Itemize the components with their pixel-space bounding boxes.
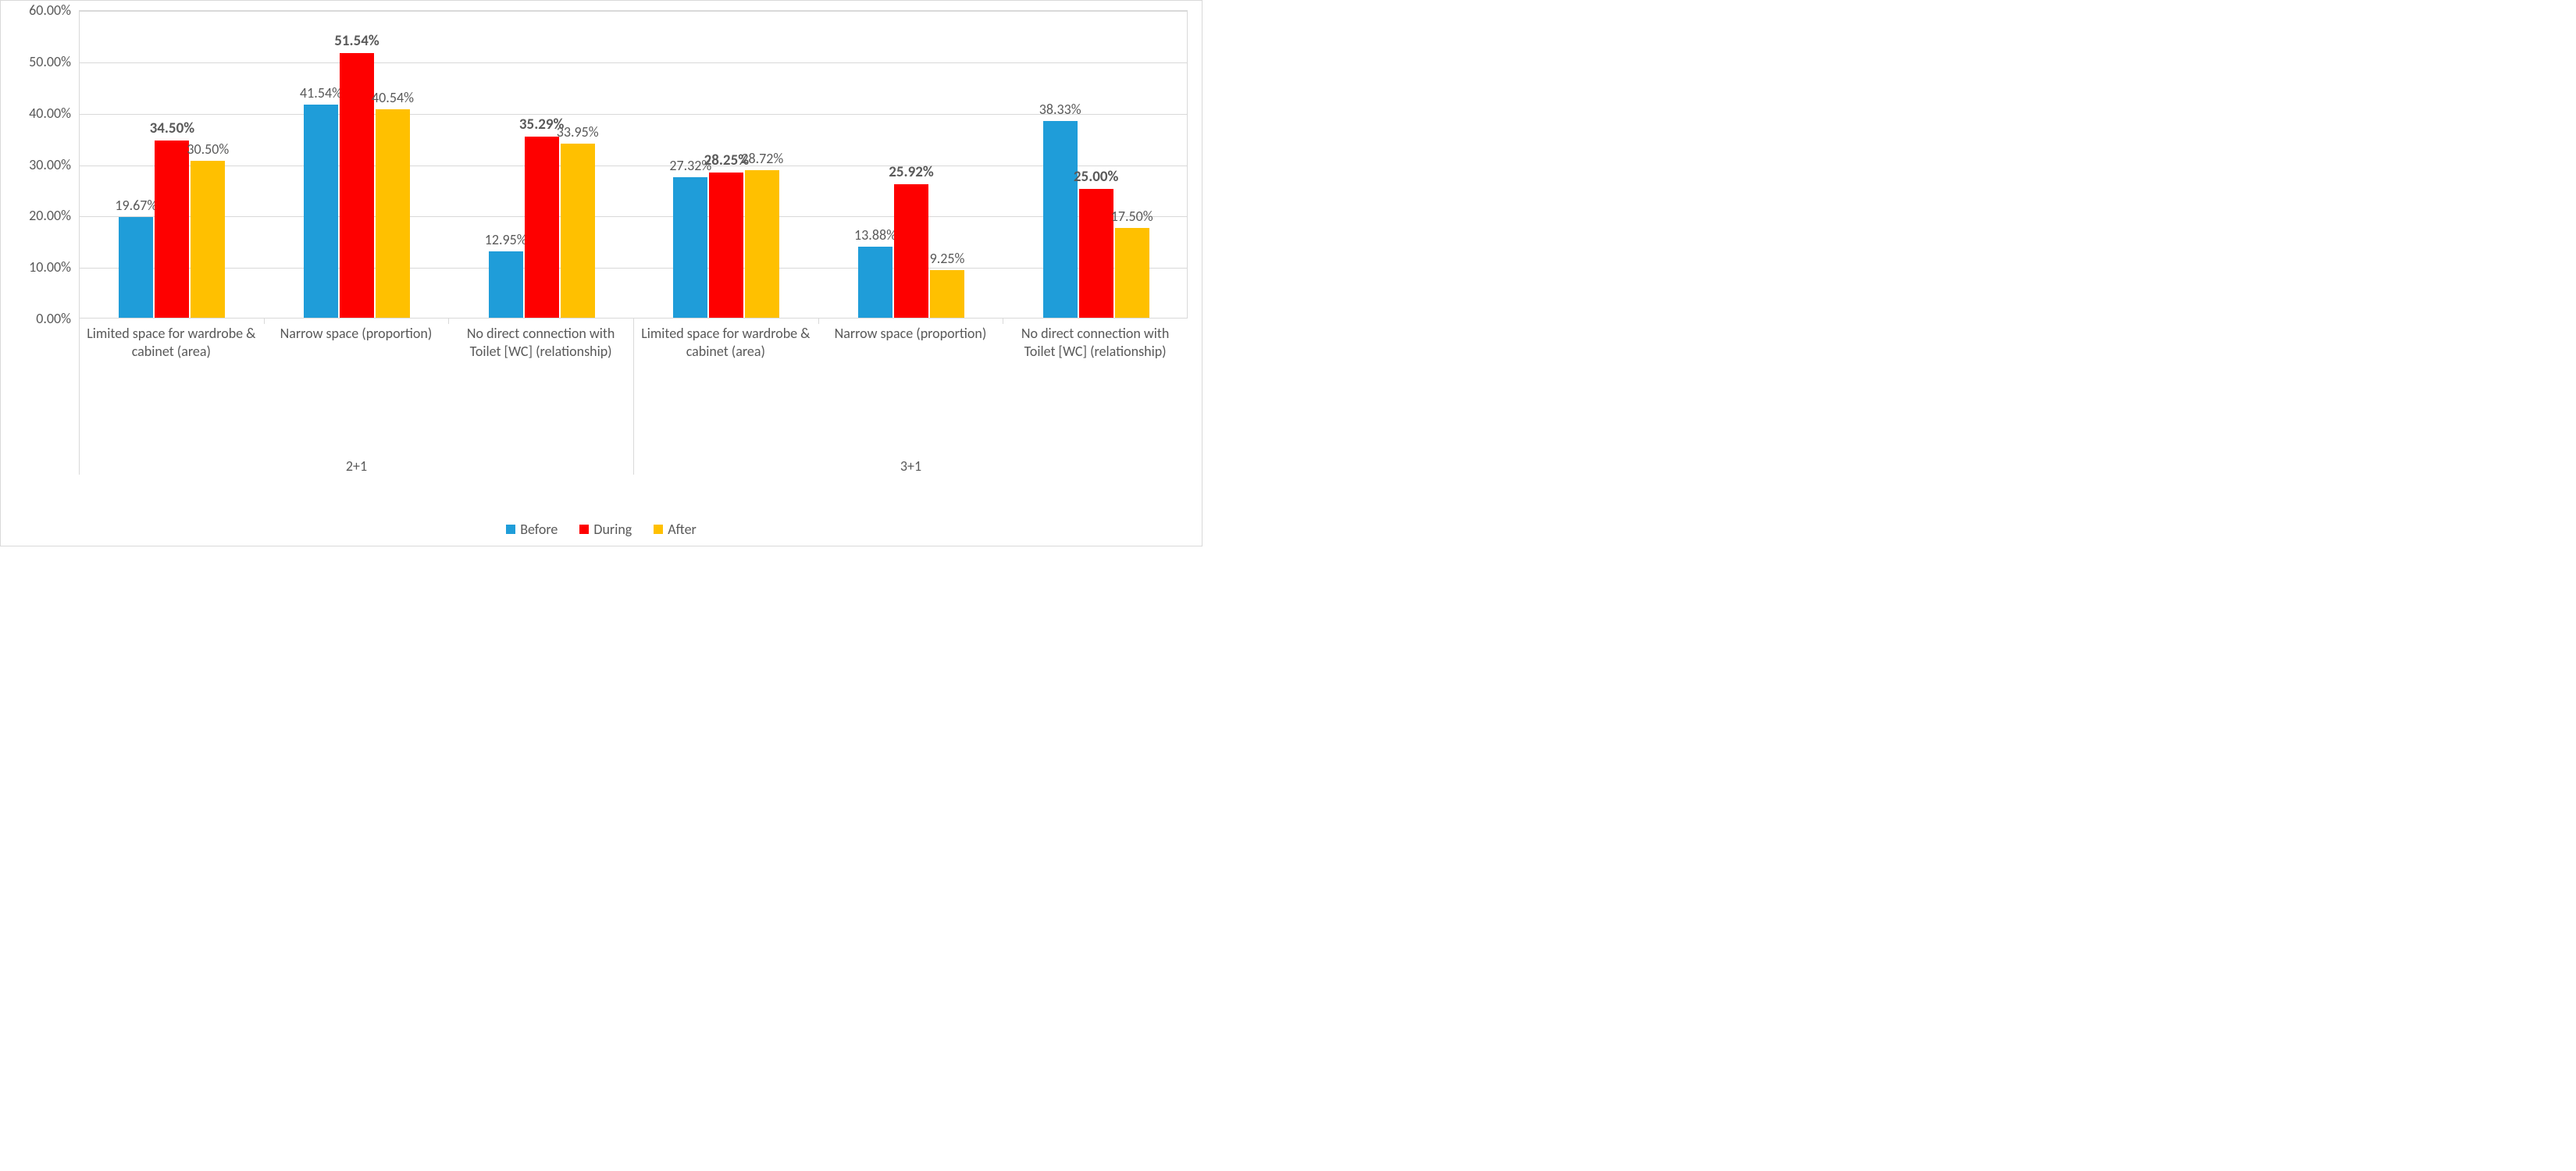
supergroup-label: 2+1 (80, 457, 633, 475)
y-tick-label: 0.00% (9, 310, 71, 327)
y-tick-label: 20.00% (9, 207, 71, 224)
legend-item: Before (506, 521, 558, 538)
bar-value-label: 51.54% (334, 32, 379, 50)
subgroup-label: Limited space for wardrobe & cabinet (ar… (79, 325, 264, 360)
bar (561, 144, 595, 319)
bar-value-label: 9.25% (930, 250, 965, 267)
bar (930, 270, 964, 318)
bar-value-label: 12.95% (485, 231, 527, 248)
bar-value-label: 25.00% (1074, 168, 1118, 186)
category-axis: 2+1 Limited space for wardrobe & cabinet … (79, 319, 1188, 475)
bar (340, 53, 374, 318)
bar-value-label: 19.67% (115, 197, 157, 214)
subgroup: Limited space for wardrobe & cabinet (ar… (79, 319, 264, 440)
bar (858, 247, 893, 318)
y-tick-label: 60.00% (9, 2, 71, 19)
subgroup-label: No direct connection with Toilet [WC] (r… (1003, 325, 1188, 360)
y-tick-label: 40.00% (9, 105, 71, 122)
subgroup: Narrow space (proportion) (818, 319, 1003, 440)
bar (1115, 228, 1149, 318)
gridline (80, 268, 1187, 269)
bar-value-label: 34.50% (150, 119, 194, 137)
bar (155, 141, 189, 318)
legend-swatch (654, 525, 663, 534)
bar (119, 217, 153, 318)
supergroup-label: 3+1 (634, 457, 1188, 475)
subgroup: Limited space for wardrobe & cabinet (ar… (633, 319, 818, 440)
subgroup-label: No direct connection with Toilet [WC] (r… (448, 325, 633, 360)
bar (673, 177, 707, 318)
bar (191, 161, 225, 318)
legend-item: After (654, 521, 697, 538)
bar (709, 173, 743, 318)
subgroup: Narrow space (proportion) (264, 319, 449, 440)
subgroup-label: Limited space for wardrobe & cabinet (ar… (633, 325, 818, 360)
bar (1079, 189, 1113, 318)
legend-swatch (579, 525, 589, 534)
bar-value-label: 28.72% (741, 150, 783, 167)
gridline (80, 11, 1187, 12)
legend-item: During (579, 521, 632, 538)
bar (1043, 121, 1078, 318)
y-tick-label: 10.00% (9, 258, 71, 276)
bar (489, 251, 523, 318)
bar-value-label: 41.54% (300, 84, 342, 101)
gridline (80, 114, 1187, 115)
bar-value-label: 13.88% (854, 226, 896, 244)
bar-value-label: 30.50% (187, 141, 229, 158)
subgroup-label: Narrow space (proportion) (277, 325, 436, 343)
bar (894, 184, 928, 318)
bar-value-label: 17.50% (1111, 208, 1153, 225)
bar (525, 137, 559, 318)
bar (376, 109, 410, 318)
legend-label: During (593, 521, 632, 538)
bar-value-label: 40.54% (372, 89, 414, 106)
bar-value-label: 33.95% (557, 123, 599, 141)
plot-area: 19.67% 34.50% 30.50% 41.54% 51.54% 40.54% 12.9… (79, 10, 1188, 319)
grouped-bar-chart: 0.00% 10.00% 20.00% 30.00% 40.00% 50.00% 60.00… (0, 0, 1202, 546)
bar (304, 105, 338, 318)
y-tick-label: 50.00% (9, 53, 71, 70)
gridline (80, 216, 1187, 217)
bar (745, 170, 779, 318)
legend: Before During After (1, 521, 1202, 538)
subgroup: No direct connection with Toilet [WC] (r… (448, 319, 633, 440)
legend-label: Before (520, 521, 558, 538)
legend-label: After (668, 521, 697, 538)
bar-value-label: 25.92% (889, 163, 933, 181)
gridline (80, 62, 1187, 63)
bar-value-label: 38.33% (1039, 101, 1081, 118)
legend-swatch (506, 525, 515, 534)
subgroup: No direct connection with Toilet [WC] (r… (1003, 319, 1188, 440)
y-tick-label: 30.00% (9, 156, 71, 173)
subgroup-label: Narrow space (proportion) (832, 325, 990, 343)
